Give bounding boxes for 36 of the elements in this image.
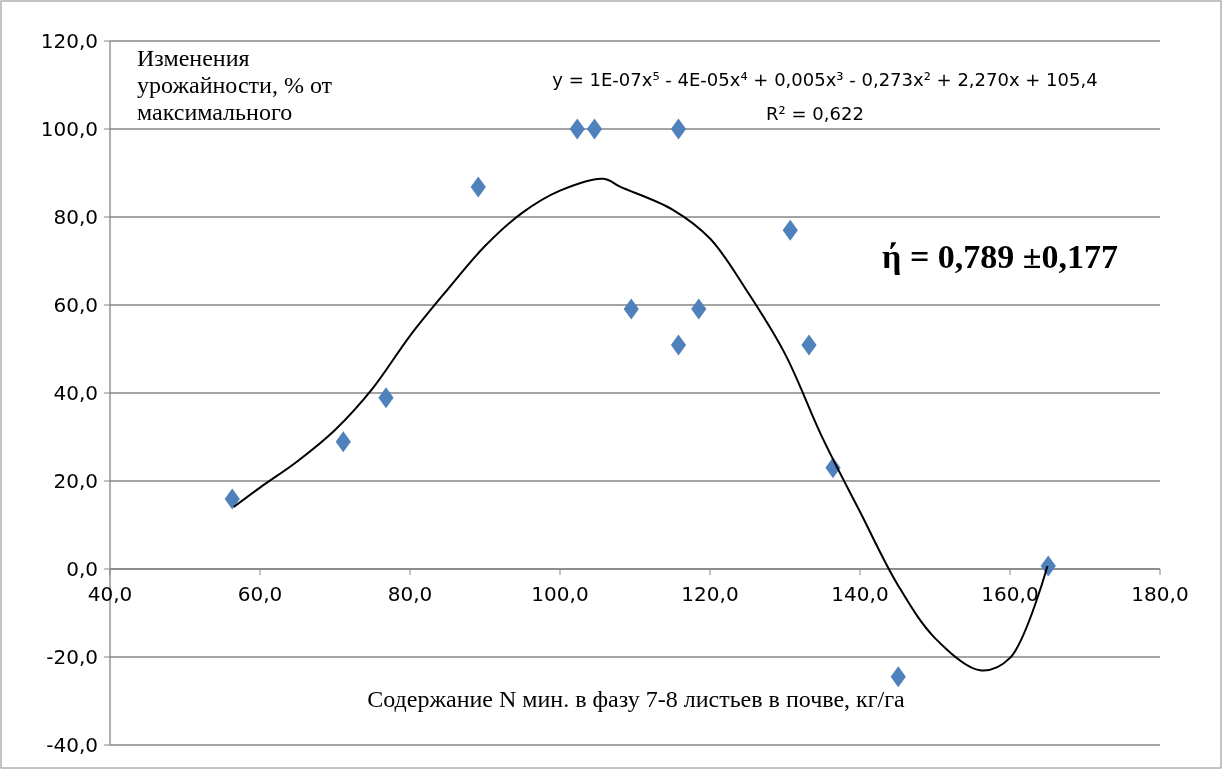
y-tick-label: 80,0 bbox=[53, 205, 98, 229]
x-tick-label: 120,0 bbox=[681, 582, 739, 606]
x-tick-label: 160,0 bbox=[981, 582, 1039, 606]
point bbox=[691, 298, 707, 320]
point bbox=[670, 334, 687, 356]
y-tick-label: 20,0 bbox=[53, 469, 98, 493]
point bbox=[335, 431, 351, 453]
annotation: R² = 0,622 bbox=[766, 103, 864, 124]
point bbox=[782, 219, 798, 241]
y-axis-title: Изменения урожайности, % от максимального bbox=[137, 45, 333, 125]
x-tick-label: 60,0 bbox=[237, 582, 283, 606]
x-tick-label: 100,0 bbox=[531, 582, 589, 606]
point bbox=[470, 176, 486, 198]
point bbox=[378, 387, 394, 409]
y-tick-label: 0,0 bbox=[66, 557, 98, 581]
point bbox=[670, 118, 687, 140]
point bbox=[586, 118, 603, 140]
x-tick-label: 40,0 bbox=[87, 582, 133, 606]
y-tick-label: 120,0 bbox=[40, 29, 98, 53]
point bbox=[1040, 555, 1056, 577]
y-tick-label: 40,0 bbox=[53, 381, 98, 405]
point bbox=[224, 488, 240, 510]
y-tick-label: -40,0 bbox=[46, 733, 98, 757]
y-tick-label: 60,0 bbox=[53, 293, 98, 317]
point bbox=[801, 334, 817, 356]
y-tick-label: -20,0 bbox=[46, 645, 98, 669]
point bbox=[569, 118, 585, 140]
annotation: y = 1E-07x⁵ - 4E-05x⁴ + 0,005x³ - 0,273x² + 2,270x + 105,4 bbox=[552, 69, 1098, 90]
x-tick-label: 180,0 bbox=[1131, 582, 1189, 606]
point bbox=[890, 666, 906, 688]
x-axis-title: Содержание N мин. в фазу 7-8 листьев в почве, кг/га bbox=[367, 686, 906, 712]
y-tick-label: 100,0 bbox=[40, 117, 98, 141]
point bbox=[623, 298, 639, 320]
annotation: ή = 0,789 ±0,177 bbox=[882, 238, 1118, 275]
x-tick-label: 80,0 bbox=[387, 582, 433, 606]
x-tick-label: 140,0 bbox=[831, 582, 889, 606]
